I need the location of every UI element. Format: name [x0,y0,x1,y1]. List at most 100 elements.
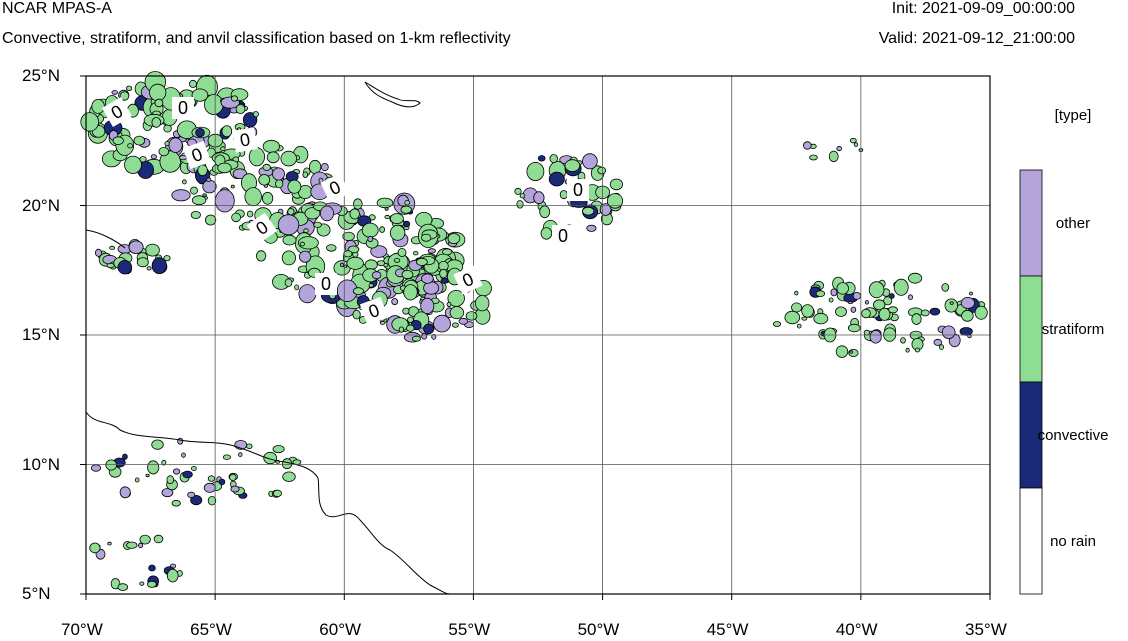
precip-echo [960,296,976,309]
contour-label: 0 [246,212,278,244]
precip-echo [920,309,930,317]
contour-label: 0 [453,265,483,295]
precip-echo [404,200,411,206]
precip-echo [252,111,259,118]
precip-echo [801,304,814,318]
precip-echo [526,161,545,181]
precip-echo [89,542,101,554]
precip-echo [139,581,145,586]
precip-echo [427,248,436,254]
precip-echo [171,189,191,202]
precip-echo [275,179,284,189]
contour-label-text: 0 [558,226,568,246]
precip-echo [145,473,150,478]
lat-lon-grid [86,76,990,594]
precip-echo [929,307,941,316]
precip-echo [564,159,581,172]
precip-echo [166,475,175,485]
precip-echo [959,327,973,336]
contour-label-bg [552,225,574,247]
precip-echo [263,451,278,465]
precip-echo [848,300,853,305]
plot-description: Convective, stratiform, and anvil classi… [2,30,511,47]
precip-echo [533,191,545,205]
precip-echo [582,206,595,216]
precip-echo [109,245,116,250]
precip-echo [403,284,418,301]
contour-label-bg [453,265,483,295]
contour-label: 0 [182,140,212,170]
precip-echo [873,299,886,311]
precip-echo [119,486,131,499]
precip-echo [117,260,133,275]
precip-echo [516,200,524,209]
caribbean-south-american-coastline [85,411,451,595]
precip-echo [151,439,164,450]
lon-tick-label: 60°W [319,620,362,639]
precip-echo [400,205,412,214]
contour-label-bg [101,96,133,128]
legend-label-no-rain: no rain [1050,533,1096,550]
precip-echo [182,179,187,185]
precip-echo [939,344,945,350]
precip-echo [540,227,553,240]
precip-echo [421,233,432,242]
precip-echo [383,262,389,268]
precip-echo [421,273,434,284]
precip-echo [299,241,305,247]
precip-echo [519,193,526,199]
precip-echo [835,306,847,317]
precip-echo [177,437,184,445]
precip-echo [911,313,922,325]
precip-echo [794,290,799,296]
precip-echo [384,214,391,220]
precip-echo [433,314,451,333]
precip-echo [537,155,546,162]
lon-tick-label: 50°W [577,620,620,639]
contour-label: 0 [320,173,350,203]
precip-echo [869,329,882,344]
precip-echo [262,163,271,171]
precip-echo [138,542,144,549]
coastline-layer [85,81,451,595]
precip-echo [864,300,870,305]
precip-echo [850,306,857,313]
precip-echo [277,214,300,236]
precip-echo [907,294,914,301]
precip-echo [111,90,118,95]
lat-tick-label: 20°N [22,195,60,215]
lon-tick-label: 70°W [61,620,103,639]
precip-echo [367,235,374,243]
precip-echo [119,91,130,101]
precip-echo [178,155,187,161]
contour-label-bg [315,273,337,295]
precip-echo [941,283,950,292]
precip-echo [166,568,179,583]
lat-tick-label: 15°N [22,325,60,344]
precip-echo [319,205,334,222]
precip-echo [230,485,240,493]
precip-echo [181,452,186,458]
precip-echo [168,137,183,153]
precip-echo [112,136,124,146]
precip-echo [379,226,386,233]
precip-echo [190,210,201,219]
precip-echo [364,259,378,271]
lat-tick-label: 5°N [22,584,51,603]
precip-echo [852,291,862,300]
precip-echo [458,317,469,325]
precip-echo [246,443,253,450]
precip-echo [974,305,988,320]
precip-echo [188,79,197,88]
valid-time: Valid: 2021-09-12_21:00:00 [878,30,1075,47]
contour-label-bg [232,127,258,153]
precip-echo [883,327,897,342]
legend-title: [type] [1054,107,1092,124]
precip-echo [134,477,140,483]
precip-echo [230,95,238,102]
precip-echo [238,452,243,457]
precip-echo [368,283,374,288]
precip-echo [907,272,923,284]
precip-echo [191,195,207,206]
